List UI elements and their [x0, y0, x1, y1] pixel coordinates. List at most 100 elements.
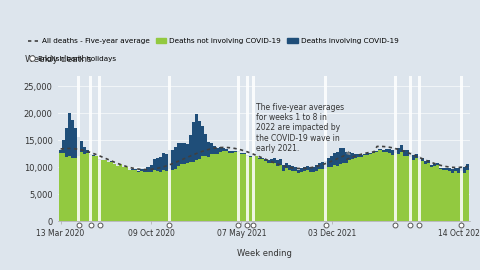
Bar: [125, 167, 129, 221]
Bar: [168, 169, 170, 221]
Bar: [170, 170, 174, 221]
Bar: [89, 155, 92, 221]
Bar: [243, 154, 246, 221]
Bar: [95, 156, 98, 221]
Bar: [168, 150, 170, 169]
Bar: [288, 170, 291, 221]
Bar: [394, 76, 396, 221]
Bar: [141, 171, 144, 221]
Bar: [408, 76, 412, 221]
Bar: [165, 171, 168, 221]
Text: Weekly deaths: Weekly deaths: [24, 55, 91, 64]
Bar: [258, 159, 261, 221]
Bar: [137, 172, 141, 221]
Bar: [246, 156, 249, 221]
Bar: [436, 165, 439, 221]
Bar: [312, 172, 315, 221]
Bar: [71, 158, 74, 221]
Bar: [83, 154, 86, 221]
Bar: [276, 160, 279, 166]
Bar: [288, 165, 291, 170]
Bar: [80, 141, 83, 152]
Bar: [291, 171, 294, 221]
Bar: [370, 153, 372, 154]
Bar: [348, 152, 351, 160]
Bar: [216, 147, 219, 154]
Bar: [382, 150, 384, 152]
Bar: [403, 156, 406, 221]
Bar: [255, 156, 258, 221]
Bar: [384, 152, 387, 221]
Bar: [372, 152, 375, 153]
Bar: [399, 145, 403, 152]
Bar: [430, 167, 433, 221]
Bar: [141, 168, 144, 171]
Legend: English bank holidays: English bank holidays: [28, 56, 117, 62]
Bar: [252, 156, 255, 221]
Bar: [442, 168, 445, 170]
Bar: [430, 165, 433, 167]
Bar: [358, 154, 360, 157]
Bar: [162, 170, 165, 221]
Bar: [246, 155, 249, 156]
Bar: [351, 159, 354, 221]
Bar: [321, 169, 324, 221]
Bar: [234, 152, 237, 221]
Bar: [306, 170, 309, 221]
Bar: [345, 163, 348, 221]
Bar: [165, 154, 168, 171]
Bar: [192, 122, 195, 162]
Bar: [412, 160, 415, 221]
Bar: [86, 150, 89, 153]
Bar: [424, 161, 427, 164]
Bar: [234, 151, 237, 152]
Bar: [222, 148, 225, 151]
Bar: [77, 76, 80, 221]
Bar: [273, 163, 276, 221]
Bar: [225, 151, 228, 221]
Bar: [324, 161, 327, 170]
Bar: [303, 171, 306, 221]
Bar: [201, 156, 204, 221]
Bar: [339, 148, 342, 164]
Bar: [80, 152, 83, 221]
Bar: [210, 154, 213, 221]
Bar: [213, 146, 216, 154]
Bar: [436, 163, 439, 165]
Bar: [297, 170, 300, 173]
Bar: [318, 163, 321, 169]
Bar: [327, 167, 330, 221]
Bar: [77, 156, 80, 221]
Bar: [174, 147, 177, 169]
Bar: [216, 154, 219, 221]
Bar: [170, 150, 174, 170]
Bar: [156, 171, 158, 221]
Bar: [358, 157, 360, 221]
Bar: [246, 76, 249, 221]
Bar: [129, 170, 132, 221]
Bar: [168, 76, 170, 221]
Bar: [408, 157, 412, 221]
Bar: [342, 163, 345, 221]
Bar: [77, 137, 80, 156]
Bar: [439, 168, 442, 169]
Bar: [330, 167, 333, 221]
Bar: [89, 76, 92, 221]
Bar: [92, 155, 95, 156]
Bar: [300, 172, 303, 221]
Bar: [153, 170, 156, 221]
Bar: [394, 153, 396, 221]
Bar: [108, 162, 110, 221]
Bar: [321, 162, 324, 169]
Bar: [420, 161, 424, 221]
Bar: [213, 154, 216, 221]
Bar: [237, 152, 240, 221]
Bar: [324, 76, 327, 221]
Bar: [363, 156, 366, 221]
Bar: [270, 160, 273, 163]
Bar: [180, 143, 183, 164]
Bar: [382, 152, 384, 221]
Bar: [387, 149, 391, 153]
Bar: [189, 162, 192, 221]
Bar: [252, 76, 255, 221]
